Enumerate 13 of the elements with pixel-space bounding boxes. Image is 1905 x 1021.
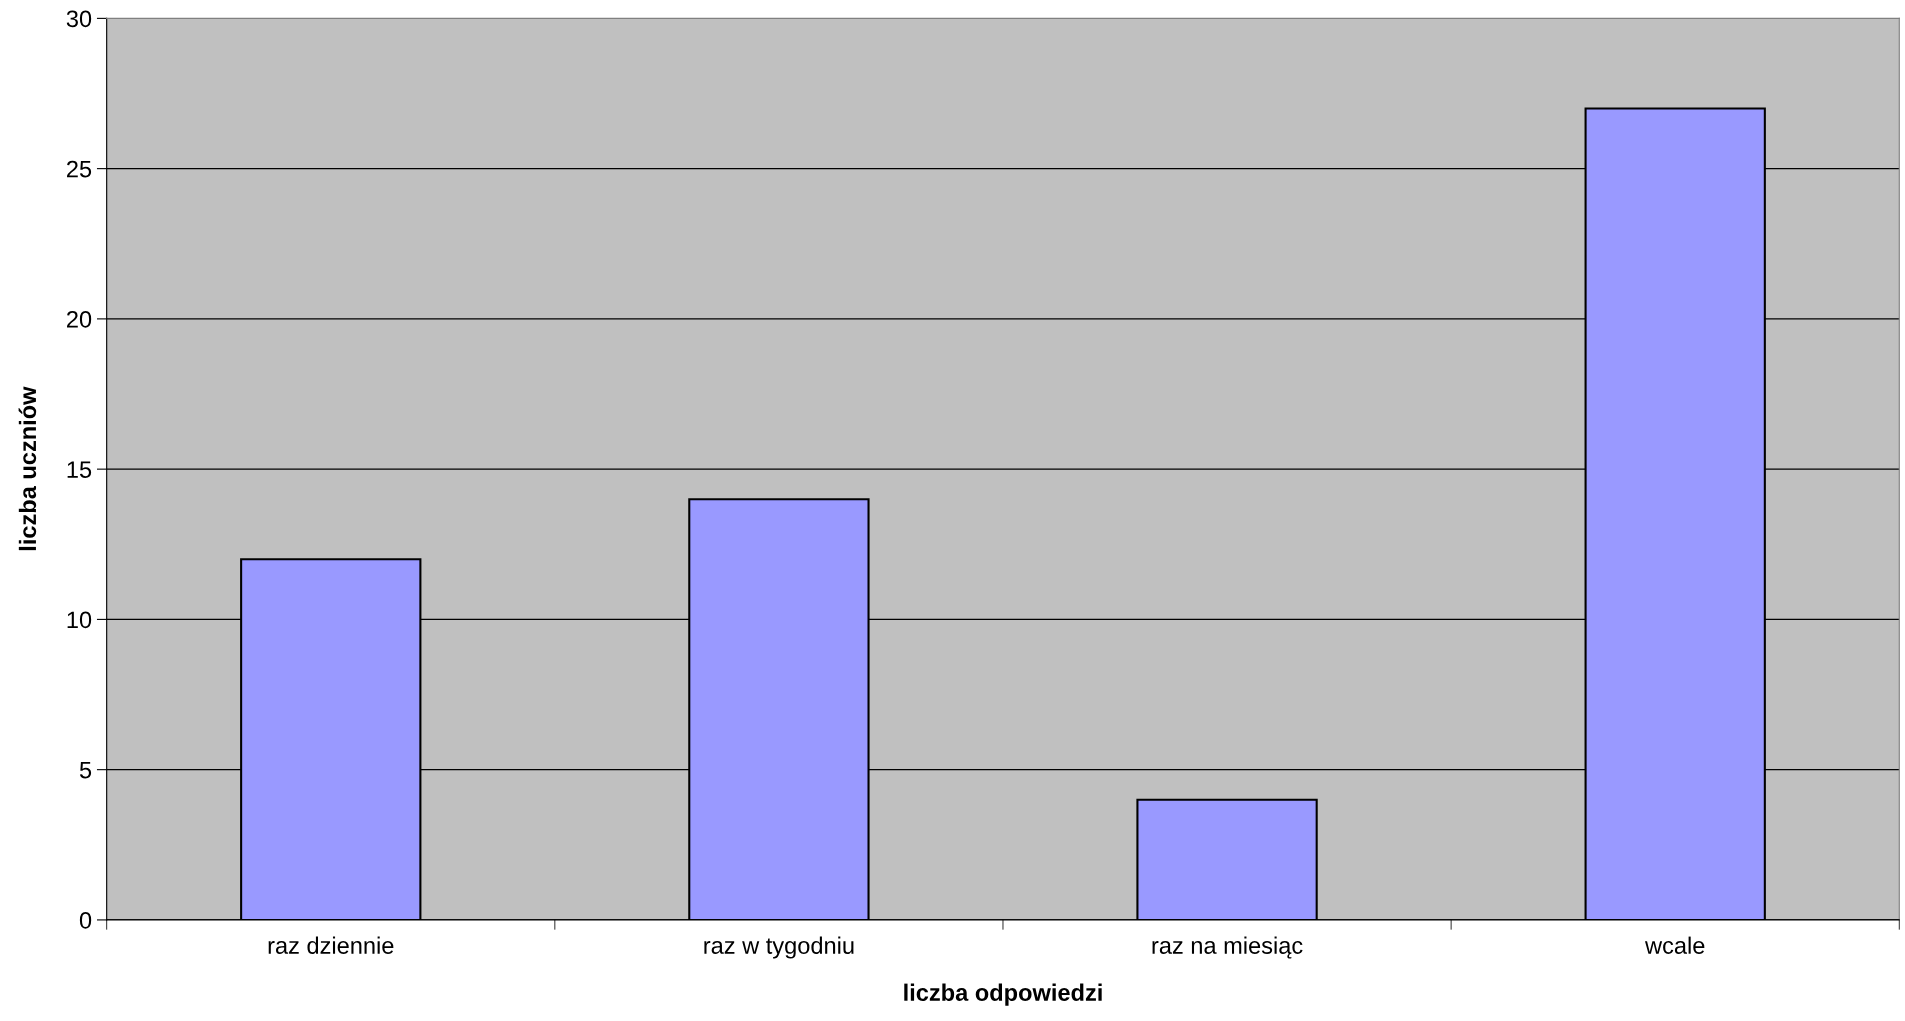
y-tick-label: 15: [67, 461, 92, 478]
y-tick-label: 5: [79, 761, 92, 779]
y-tick-label: 0: [79, 911, 92, 929]
y-axis-title: liczba uczniów: [18, 386, 37, 551]
y-tick-label: 30: [66, 10, 92, 28]
y-tick-label: 10: [67, 611, 92, 629]
x-tick-label: wcale: [1644, 936, 1705, 954]
x-tick-label: raz dziennie: [268, 936, 394, 954]
x-tick-label: raz na miesiąc: [1152, 936, 1303, 959]
y-tick-label: 25: [67, 160, 92, 178]
x-axis-title: liczba odpowiedzi: [904, 983, 1102, 1006]
y-tick-label: 20: [67, 310, 92, 328]
x-tick-label: raz w tygodniu: [704, 936, 854, 959]
